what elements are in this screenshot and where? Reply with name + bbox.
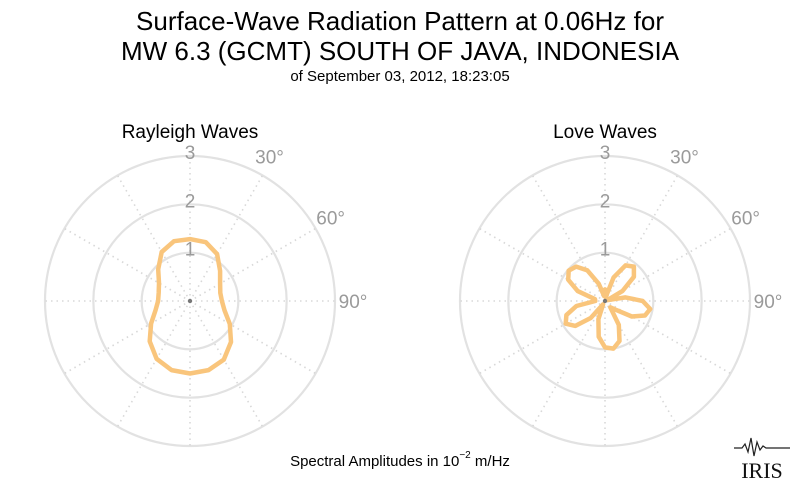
grid-circle-3	[43, 154, 337, 448]
grid-spoke-120	[189, 300, 316, 375]
caption-base: 10	[442, 453, 460, 470]
caption-prefix: Spectral Amplitudes in	[290, 453, 443, 470]
radius-tick-label: 2	[185, 191, 196, 212]
epicenter-dot	[602, 298, 608, 304]
polar-chart-title: Rayleigh Waves	[122, 122, 259, 143]
epicenter-dot	[187, 298, 193, 304]
seismogram-trace	[734, 437, 790, 457]
angle-tick-label: 60°	[316, 209, 345, 230]
angle-tick-label: 90°	[339, 292, 368, 313]
radius-tick-label: 2	[600, 191, 611, 212]
grid-spoke-120	[604, 300, 731, 375]
chart-title-line-1: Surface-Wave Radiation Pattern at 0.06Hz…	[136, 6, 664, 36]
grid-spoke-330	[116, 175, 191, 302]
grid-spoke-30	[189, 175, 264, 302]
grid-circle-2	[92, 203, 288, 399]
grid-spoke-300	[64, 227, 191, 302]
grid-circle-2	[507, 203, 703, 399]
radiation-pattern-curve	[563, 263, 653, 351]
angle-tick-label: 30°	[255, 147, 284, 168]
caption-exponent: −2	[459, 450, 471, 461]
radius-tick-label: 3	[185, 143, 196, 164]
grid-spoke-150	[189, 300, 264, 427]
polar-chart-title: Love Waves	[553, 122, 657, 143]
polar-chart-1: Rayleigh Waves 1 2 3 30° 60° 90°	[43, 122, 368, 448]
grid-spoke-150	[604, 300, 679, 427]
radius-tick-label: 1	[185, 240, 196, 261]
grid-spoke-210	[116, 300, 191, 427]
chart-subtitle: of September 03, 2012, 18:23:05	[290, 68, 510, 85]
grid-circle-3	[458, 154, 752, 448]
amplitude-units-caption: Spectral Amplitudes in 10−2 m/Hz	[0, 450, 800, 470]
grid-spoke-300	[479, 227, 606, 302]
radius-tick-label: 3	[600, 143, 611, 164]
grid-spoke-240	[64, 300, 191, 375]
grid-spoke-240	[479, 300, 606, 375]
grid-spoke-60	[604, 227, 731, 302]
grid-spoke-330	[531, 175, 606, 302]
radiation-pattern-curve	[147, 236, 234, 376]
grid-spoke-60	[189, 227, 316, 302]
radius-tick-label: 1	[600, 240, 611, 261]
grid-spoke-30	[604, 175, 679, 302]
logo-text: IRIS	[741, 458, 783, 483]
iris-logo: IRIS	[734, 437, 790, 483]
chart-title-line-2: MW 6.3 (GCMT) SOUTH OF JAVA, INDONESIA	[120, 36, 680, 66]
grid-circle-1	[140, 251, 240, 351]
angle-tick-label: 30°	[670, 147, 699, 168]
grid-spoke-210	[531, 300, 606, 427]
caption-unit: m/Hz	[470, 453, 510, 470]
chart-title-block: Surface-Wave Radiation Pattern at 0.06Hz…	[0, 6, 800, 87]
polar-chart-2: Love Waves 1 2 3 30° 60° 90°	[458, 122, 783, 448]
angle-tick-label: 60°	[731, 209, 760, 230]
angle-tick-label: 90°	[754, 292, 783, 313]
